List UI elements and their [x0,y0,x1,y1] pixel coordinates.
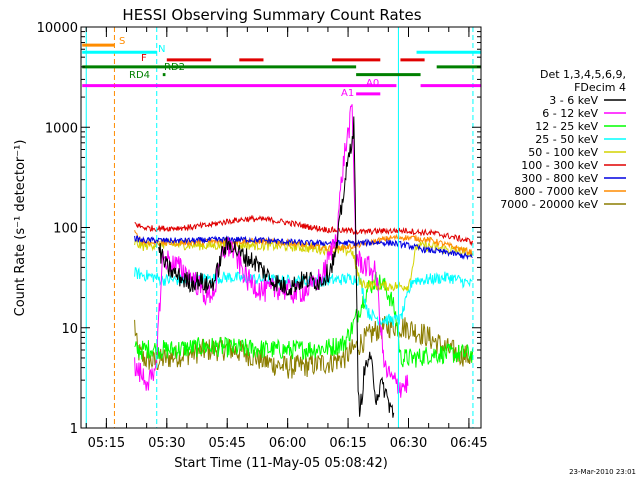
series-line-12-25-kev [134,271,473,368]
y-tick-label: 10 [61,322,78,337]
legend-label-7: 800 - 7000 keV [514,185,598,198]
legend-label-1: 6 - 12 keV [542,107,598,120]
series-line-300-800-kev [134,235,473,261]
legend-label-2: 12 - 25 keV [535,120,598,133]
legend-label-0: 3 - 6 keV [549,94,598,107]
legend-title-line-0: Det 1,3,4,5,6,9, [540,68,626,81]
y-tick-label: 100 [53,222,78,237]
flag-label-a1: A1 [341,88,354,99]
legend-label-8: 7000 - 20000 keV [500,198,598,211]
flag-label-rd4: RD4 [129,70,150,81]
x-tick-label: 06:30 [390,436,427,451]
flag-label-f: F [141,53,147,64]
x-axis-label: Start Time (11-May-05 05:08:42) [174,456,388,471]
y-tick-label: 1000 [45,121,78,136]
x-tick-label: 05:30 [148,436,185,451]
flag-label-s: S [119,36,125,47]
x-tick-label: 05:45 [208,436,245,451]
y-tick-label: 10000 [37,21,78,36]
series-line-3-6-kev [158,116,395,418]
footer-date: 23-Mar-2010 23:01 [569,468,636,476]
x-tick-label: 06:00 [269,436,306,451]
x-tick-label: 05:15 [88,436,125,451]
legend-label-3: 25 - 50 keV [535,133,598,146]
legend-label-6: 300 - 800 keV [521,172,598,185]
series-line-6-12-kev [134,104,409,398]
legend-label-5: 100 - 300 keV [521,159,598,172]
x-tick-label: 06:15 [329,436,366,451]
chart-title: HESSI Observing Summary Count Rates [122,6,421,24]
legend-label-4: 50 - 100 keV [528,146,598,159]
legend-title-line-1: FDecim 4 [574,81,626,94]
x-tick-label: 06:45 [450,436,487,451]
flag-label-n: N [158,44,165,55]
flag-label-rd2: RD2 [164,62,185,73]
series-line-100-300-kev [134,214,473,247]
y-axis-label: Count Rate (s⁻¹ detector⁻¹) [13,140,28,317]
series-line-7000-20000-kev [134,316,473,379]
flag-label-a0: A0 [366,78,379,89]
y-tick-label: 1 [70,422,78,437]
